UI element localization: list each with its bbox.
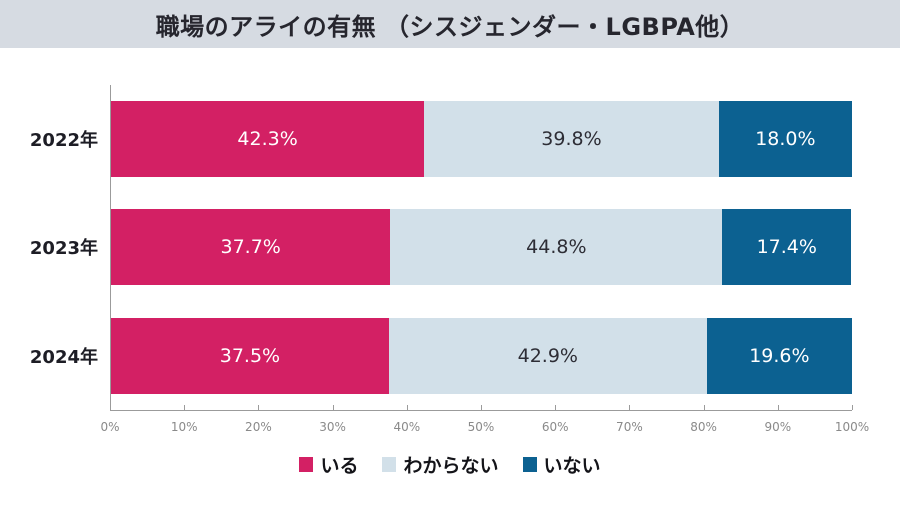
x-tick-label: 50% — [467, 420, 495, 434]
legend-swatch-icon — [382, 456, 397, 472]
plot-area: 2022年 42.3% 39.8% 18.0% 2023年 37.7% 44.8% 17.4%… — [30, 85, 853, 411]
legend-swatch-icon — [299, 456, 314, 472]
bar-segment: 37.7% — [111, 209, 391, 286]
bar-rows: 2022年 42.3% 39.8% 18.0% 2023年 37.7% 44.8% 17.4%… — [30, 85, 853, 410]
x-tick — [332, 405, 334, 410]
x-tick-label: 20% — [245, 420, 272, 434]
bar-segment: 18.0% — [718, 101, 853, 178]
bar-segment: 44.8% — [390, 209, 723, 286]
x-tick-label: 40% — [393, 420, 421, 434]
x-tick-label: 80% — [690, 420, 717, 434]
bar-segment: 37.5% — [111, 317, 389, 394]
x-tick-label: 90% — [764, 420, 792, 434]
bar-segment: 17.4% — [722, 209, 852, 286]
x-tick — [406, 405, 408, 410]
x-tick — [110, 405, 111, 410]
x-tick — [555, 405, 557, 410]
x-tick — [184, 405, 186, 410]
chart-title: 職場のアライの有無 （シスジェンダー・LGBPA他） — [155, 12, 745, 41]
x-tick-label: 60% — [541, 420, 569, 434]
x-axis-tick-labels: 0% 10% 20% 30% 40% 50% 60% 70% 80% 90% 100% — [100, 420, 869, 436]
x-tick-label: 100% — [834, 420, 870, 434]
x-tick-label: 30% — [319, 420, 346, 434]
bar-segment: 39.8% — [424, 101, 719, 178]
legend-item: いない — [522, 451, 601, 478]
legend-item: わからない — [382, 451, 499, 478]
x-tick-label: 10% — [170, 420, 198, 434]
x-tick-label: 0% — [100, 420, 120, 434]
x-tick — [481, 405, 482, 410]
y-axis-label: 2023年 — [29, 238, 98, 260]
x-tick — [258, 405, 260, 410]
x-axis-line — [110, 410, 852, 411]
bar-segment: 42.3% — [111, 101, 425, 178]
chart-row-3: 2024年 37.5% 42.9% 19.6% — [30, 317, 852, 394]
x-tick — [852, 405, 853, 410]
y-axis-line — [110, 85, 111, 410]
legend-label: わからない — [403, 454, 499, 477]
x-tick-label: 70% — [616, 420, 643, 434]
legend: いる わからない いない — [0, 451, 900, 477]
bar-segment: 19.6% — [706, 317, 852, 394]
bar-segment: 42.9% — [388, 317, 707, 394]
legend-label: いる — [320, 454, 359, 477]
title-banner: 職場のアライの有無 （シスジェンダー・LGBPA他） — [0, 0, 900, 48]
x-tick — [703, 405, 705, 410]
legend-label: いない — [543, 454, 601, 477]
y-axis-label: 2024年 — [29, 346, 98, 368]
y-axis-label: 2022年 — [29, 130, 98, 152]
x-tick — [629, 405, 631, 410]
legend-swatch-icon — [522, 456, 537, 472]
legend-item: いる — [299, 451, 358, 478]
chart-row-2: 2023年 37.7% 44.8% 17.4% — [30, 209, 852, 286]
x-tick — [777, 405, 779, 410]
chart-row-1: 2022年 42.3% 39.8% 18.0% — [30, 101, 853, 178]
